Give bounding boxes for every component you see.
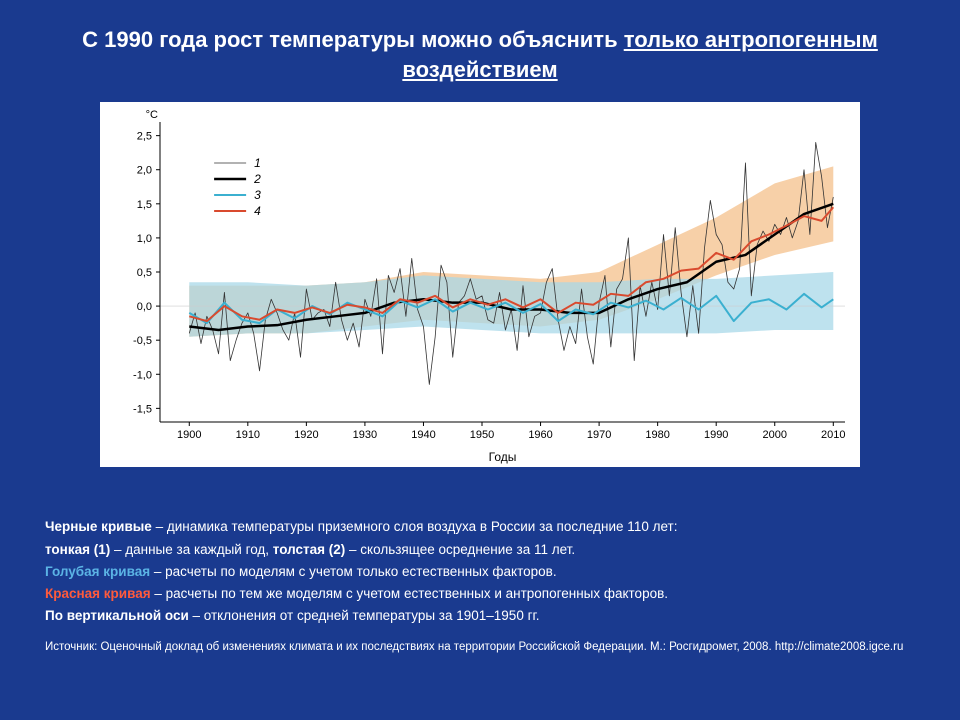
- svg-text:2010: 2010: [821, 429, 845, 441]
- svg-text:1950: 1950: [470, 429, 494, 441]
- svg-text:1960: 1960: [528, 429, 552, 441]
- source-citation: Источник: Оценочный доклад об изменениях…: [45, 641, 915, 653]
- label-thick: толстая (2): [273, 542, 346, 557]
- slide-title: С 1990 года рост температуры можно объяс…: [45, 25, 915, 102]
- svg-text:2,5: 2,5: [137, 131, 152, 143]
- svg-text:Годы: Годы: [489, 450, 517, 464]
- svg-text:1990: 1990: [704, 429, 728, 441]
- svg-text:1,5: 1,5: [137, 199, 152, 211]
- svg-text:3: 3: [254, 188, 261, 202]
- svg-text:1940: 1940: [411, 429, 435, 441]
- label-axis: По вертикальной оси: [45, 608, 189, 623]
- svg-text:1980: 1980: [645, 429, 669, 441]
- svg-text:-1,0: -1,0: [133, 370, 152, 382]
- svg-text:1900: 1900: [177, 429, 201, 441]
- svg-text:1910: 1910: [236, 429, 260, 441]
- svg-text:-1,5: -1,5: [133, 404, 152, 416]
- svg-text:1,0: 1,0: [137, 233, 152, 245]
- slide: С 1990 года рост температуры можно объяс…: [0, 0, 960, 720]
- desc-line-axis: По вертикальной оси – отклонения от сред…: [45, 606, 915, 626]
- label-black: Черные кривые: [45, 519, 152, 534]
- svg-text:1920: 1920: [294, 429, 318, 441]
- svg-text:4: 4: [254, 204, 261, 218]
- desc-line-blue: Голубая кривая – расчеты по моделям с уч…: [45, 562, 915, 582]
- chart-description: Черные кривые – динамика температуры при…: [45, 517, 915, 628]
- svg-text:1930: 1930: [353, 429, 377, 441]
- label-thin: тонкая (1): [45, 542, 110, 557]
- label-blue: Голубая кривая: [45, 564, 150, 579]
- svg-text:2000: 2000: [763, 429, 787, 441]
- title-text: С 1990 года рост температуры можно объяс…: [82, 27, 624, 52]
- label-red: Красная кривая: [45, 586, 151, 601]
- temperature-chart: -1,5 -1,0 -0,5 0,0 0,5 1,0 1,5 2,0 2,5 1900 1910 19…: [100, 102, 860, 467]
- desc-line-red: Красная кривая – расчеты по тем же модел…: [45, 584, 915, 604]
- desc-line-thin-thick: тонкая (1) – данные за каждый год, толст…: [45, 540, 915, 560]
- svg-text:2,0: 2,0: [137, 165, 152, 177]
- desc-line-black: Черные кривые – динамика температуры при…: [45, 517, 915, 537]
- chart-svg: -1,5 -1,0 -0,5 0,0 0,5 1,0 1,5 2,0 2,5 1900 1910 19…: [100, 102, 860, 467]
- svg-text:°C: °C: [146, 109, 158, 121]
- svg-text:1970: 1970: [587, 429, 611, 441]
- svg-text:1: 1: [254, 156, 261, 170]
- svg-text:0,0: 0,0: [137, 301, 152, 313]
- svg-text:2: 2: [253, 172, 261, 186]
- svg-text:-0,5: -0,5: [133, 336, 152, 348]
- svg-text:0,5: 0,5: [137, 267, 152, 279]
